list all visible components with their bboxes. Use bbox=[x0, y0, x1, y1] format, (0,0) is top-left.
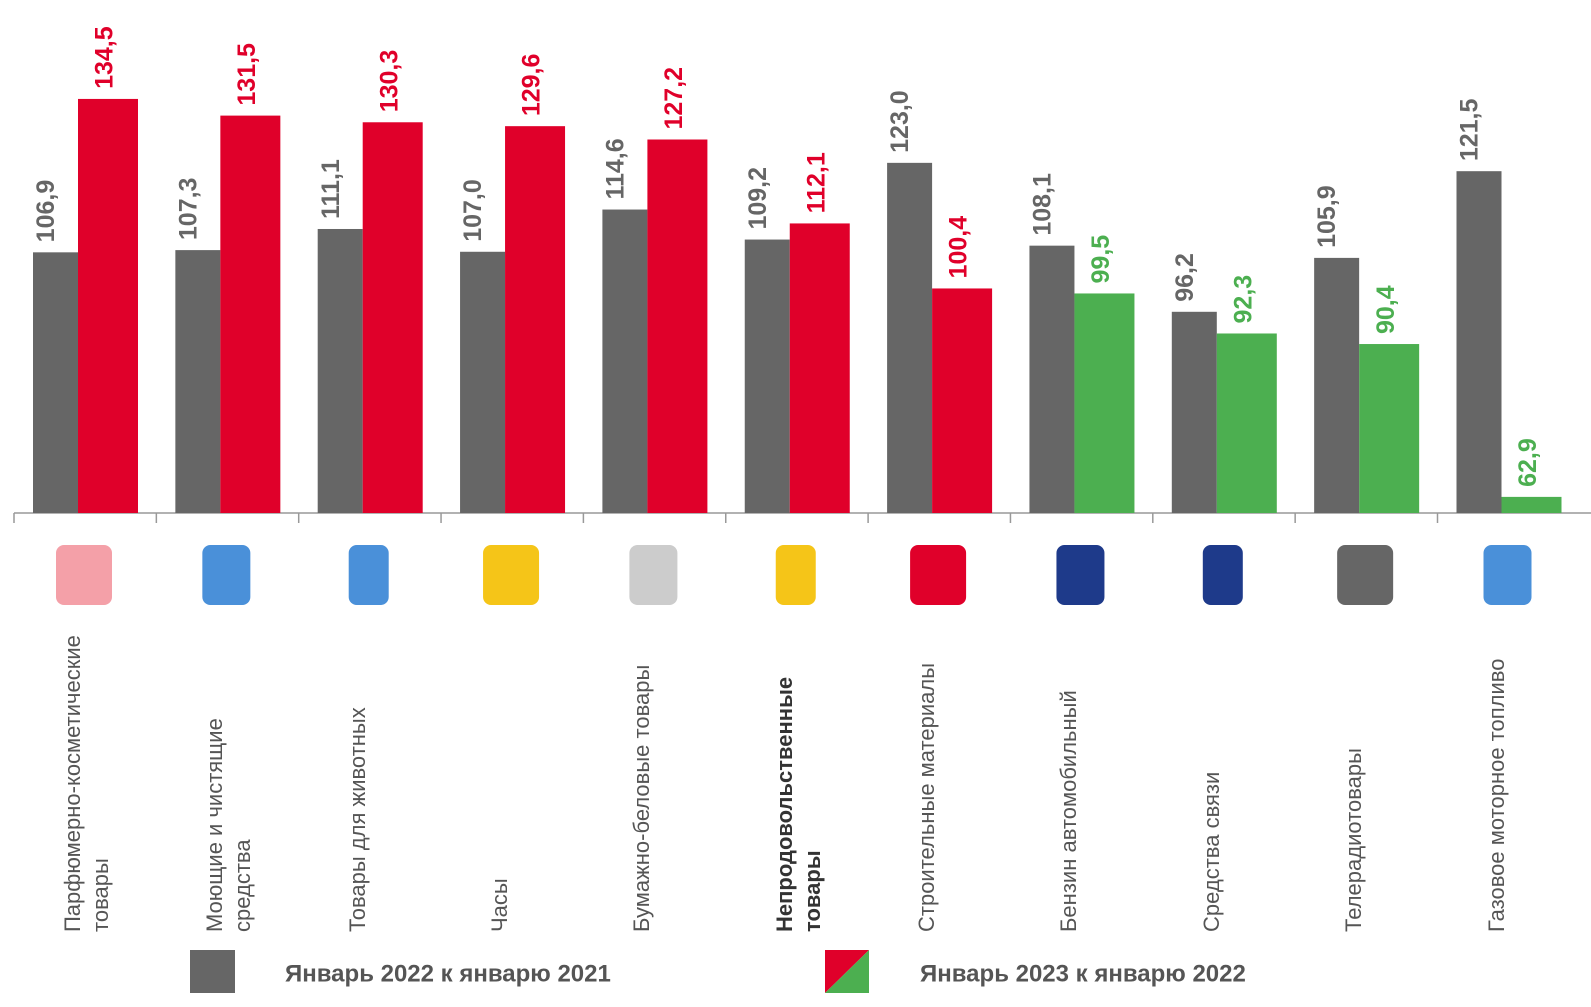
bar bbox=[1502, 497, 1562, 513]
x-tick-label: Бензин автомобильный bbox=[1055, 632, 1083, 932]
x-tick-label: Строительные материалы bbox=[913, 632, 941, 932]
bar bbox=[175, 250, 220, 513]
bar bbox=[932, 288, 992, 513]
bar bbox=[1074, 293, 1134, 513]
bar bbox=[887, 163, 932, 513]
bar bbox=[1217, 333, 1277, 513]
bar bbox=[363, 122, 423, 513]
bar bbox=[505, 126, 565, 513]
value-label: 108,1 bbox=[1029, 173, 1057, 236]
category-icon bbox=[629, 545, 677, 605]
value-label: 106,9 bbox=[32, 180, 60, 243]
chart: 106,9 134,5 107,3 131,5 111,1 130,3 107,0 129,6… bbox=[0, 0, 1591, 1007]
category-icon bbox=[483, 545, 539, 605]
value-label: 96,2 bbox=[1171, 253, 1199, 302]
category-icon bbox=[56, 545, 112, 605]
value-label: 112,1 bbox=[802, 152, 830, 213]
bar bbox=[602, 210, 647, 513]
bar bbox=[460, 252, 505, 513]
x-tick-label: Парфюмерно-косметические товары bbox=[59, 632, 115, 932]
value-label: 134,5 bbox=[91, 26, 119, 89]
category-icon bbox=[1056, 545, 1104, 605]
category-icon bbox=[202, 545, 250, 605]
bar bbox=[1359, 344, 1419, 513]
category-icon bbox=[776, 545, 816, 605]
value-label: 100,4 bbox=[945, 216, 973, 279]
bar bbox=[1029, 246, 1074, 513]
value-label: 111,1 bbox=[317, 159, 345, 219]
x-tick-label: Средства связи bbox=[1198, 632, 1226, 932]
value-label: 90,4 bbox=[1372, 285, 1400, 334]
value-label: 107,0 bbox=[459, 179, 487, 242]
x-tick-label: Часы bbox=[486, 632, 514, 932]
bar bbox=[647, 140, 707, 513]
legend-label: Январь 2022 к январю 2021 bbox=[285, 960, 611, 987]
value-label: 62,9 bbox=[1514, 438, 1542, 487]
value-label: 127,2 bbox=[660, 67, 688, 130]
value-label: 131,5 bbox=[233, 43, 261, 106]
value-label: 121,5 bbox=[1456, 99, 1484, 162]
value-label: 114,6 bbox=[602, 138, 630, 199]
value-label: 99,5 bbox=[1087, 235, 1115, 284]
bar bbox=[745, 240, 790, 513]
category-icon bbox=[1203, 545, 1243, 605]
value-label: 107,3 bbox=[174, 178, 202, 241]
bar bbox=[1314, 258, 1359, 513]
value-label: 129,6 bbox=[518, 54, 546, 117]
value-label: 130,3 bbox=[375, 50, 403, 113]
bar bbox=[790, 223, 850, 513]
x-tick-label: Непродовольственные товары bbox=[771, 632, 827, 932]
x-tick-label: Бумажно-беловые товары bbox=[628, 632, 656, 932]
legend-label: Январь 2023 к январю 2022 bbox=[920, 960, 1246, 987]
bar bbox=[1172, 312, 1217, 513]
bar bbox=[1457, 171, 1502, 513]
x-tick-label: Газовое моторное топливо bbox=[1483, 632, 1511, 932]
value-label: 123,0 bbox=[886, 90, 914, 153]
category-icon bbox=[1484, 545, 1532, 605]
bar bbox=[78, 99, 138, 513]
x-tick-label: Телерадиотовары bbox=[1340, 632, 1368, 932]
category-icon bbox=[1337, 545, 1393, 605]
x-tick-label: Товары для животных bbox=[344, 632, 372, 932]
bar bbox=[220, 116, 280, 513]
value-label: 105,9 bbox=[1313, 185, 1341, 248]
value-label: 92,3 bbox=[1229, 275, 1257, 324]
legend-swatch bbox=[190, 950, 235, 993]
value-label: 109,2 bbox=[744, 167, 772, 230]
category-icon bbox=[910, 545, 966, 605]
x-tick-label: Моющие и чистящие средства bbox=[201, 632, 257, 932]
category-icon bbox=[349, 545, 389, 605]
bar bbox=[33, 252, 78, 513]
bar bbox=[318, 229, 363, 513]
